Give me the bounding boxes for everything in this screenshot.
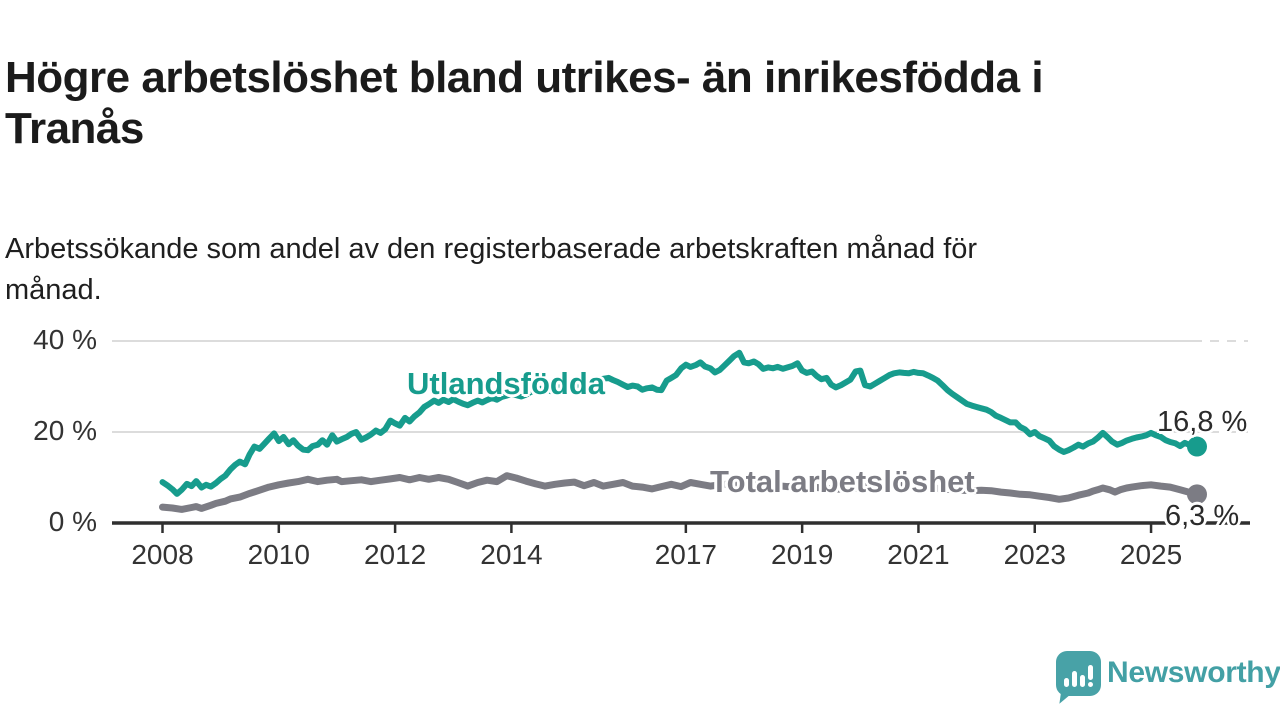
bar-chart-glyph xyxy=(1064,661,1094,687)
chart-bubble-icon xyxy=(1056,651,1101,696)
x-axis-tick-label: 2014 xyxy=(480,539,543,570)
series-label-total-arbetsloshet: Total arbetslöshet xyxy=(710,464,975,499)
end-value-label-total-arbetsloshet: 6,3 % xyxy=(1165,500,1240,532)
x-axis-tick-label: 2012 xyxy=(363,539,427,570)
y-axis-tick-label: 20 % xyxy=(33,415,97,446)
x-axis-tick-label: 2019 xyxy=(770,539,834,570)
x-axis-tick-label: 2025 xyxy=(1119,539,1183,570)
y-axis-tick-label: 0 % xyxy=(48,506,97,537)
y-axis-tick-label: 40 % xyxy=(33,324,97,355)
chart-title: Högre arbetslöshet bland utrikes- än inr… xyxy=(5,53,1044,153)
series-line xyxy=(159,472,1201,513)
series-label-utlandsfodda: Utlandsfödda xyxy=(407,366,606,401)
series-end-dot xyxy=(1186,436,1207,457)
x-axis-tick-label: 2021 xyxy=(887,539,950,570)
exclamation-glyph xyxy=(1088,665,1093,687)
end-value-label-utlandsfodda: 16,8 % xyxy=(1157,406,1248,438)
series-line xyxy=(159,349,1200,497)
x-axis-tick-label: 2023 xyxy=(1003,539,1066,570)
x-axis-tick-label: 2010 xyxy=(247,539,310,570)
x-axis-tick-label: 2017 xyxy=(654,539,717,570)
chart-subtitle: Arbetssökande som andel av den registerb… xyxy=(5,233,978,306)
series-end-dot xyxy=(1186,484,1207,505)
x-axis-tick-label: 2008 xyxy=(131,539,194,570)
brand-name: Newsworthy xyxy=(1107,656,1280,689)
